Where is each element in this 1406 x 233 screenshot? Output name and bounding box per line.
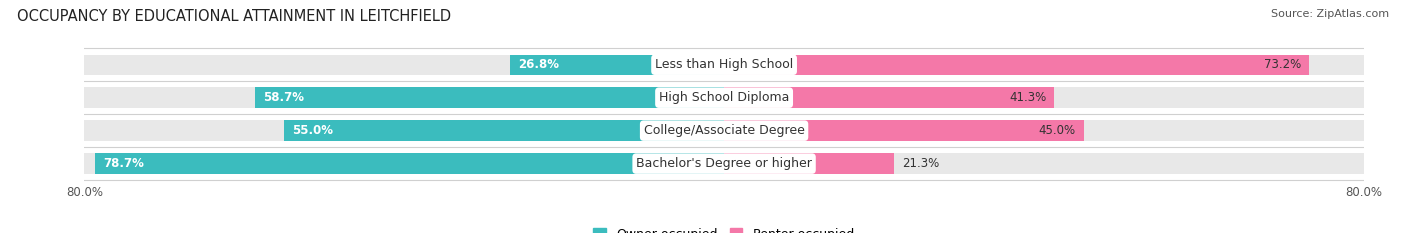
Text: 41.3%: 41.3% [1010,91,1046,104]
Text: Less than High School: Less than High School [655,58,793,71]
Bar [84,153,1364,174]
Bar [84,87,1364,108]
Text: 21.3%: 21.3% [903,157,939,170]
Bar [724,153,894,174]
Text: 26.8%: 26.8% [517,58,558,71]
Text: College/Associate Degree: College/Associate Degree [644,124,804,137]
Bar [84,120,1364,141]
Bar [94,153,724,174]
Bar [724,120,1084,141]
Bar [724,55,1309,75]
Text: 58.7%: 58.7% [263,91,304,104]
Text: 55.0%: 55.0% [292,124,333,137]
Bar [84,55,1364,75]
Text: Bachelor's Degree or higher: Bachelor's Degree or higher [636,157,813,170]
Bar [724,87,1054,108]
Text: 78.7%: 78.7% [103,157,143,170]
Text: 45.0%: 45.0% [1039,124,1076,137]
Bar [254,87,724,108]
Bar [284,120,724,141]
Text: High School Diploma: High School Diploma [659,91,789,104]
Legend: Owner-occupied, Renter-occupied: Owner-occupied, Renter-occupied [589,223,859,233]
Bar [510,55,724,75]
Text: OCCUPANCY BY EDUCATIONAL ATTAINMENT IN LEITCHFIELD: OCCUPANCY BY EDUCATIONAL ATTAINMENT IN L… [17,9,451,24]
Text: 73.2%: 73.2% [1264,58,1302,71]
Text: Source: ZipAtlas.com: Source: ZipAtlas.com [1271,9,1389,19]
